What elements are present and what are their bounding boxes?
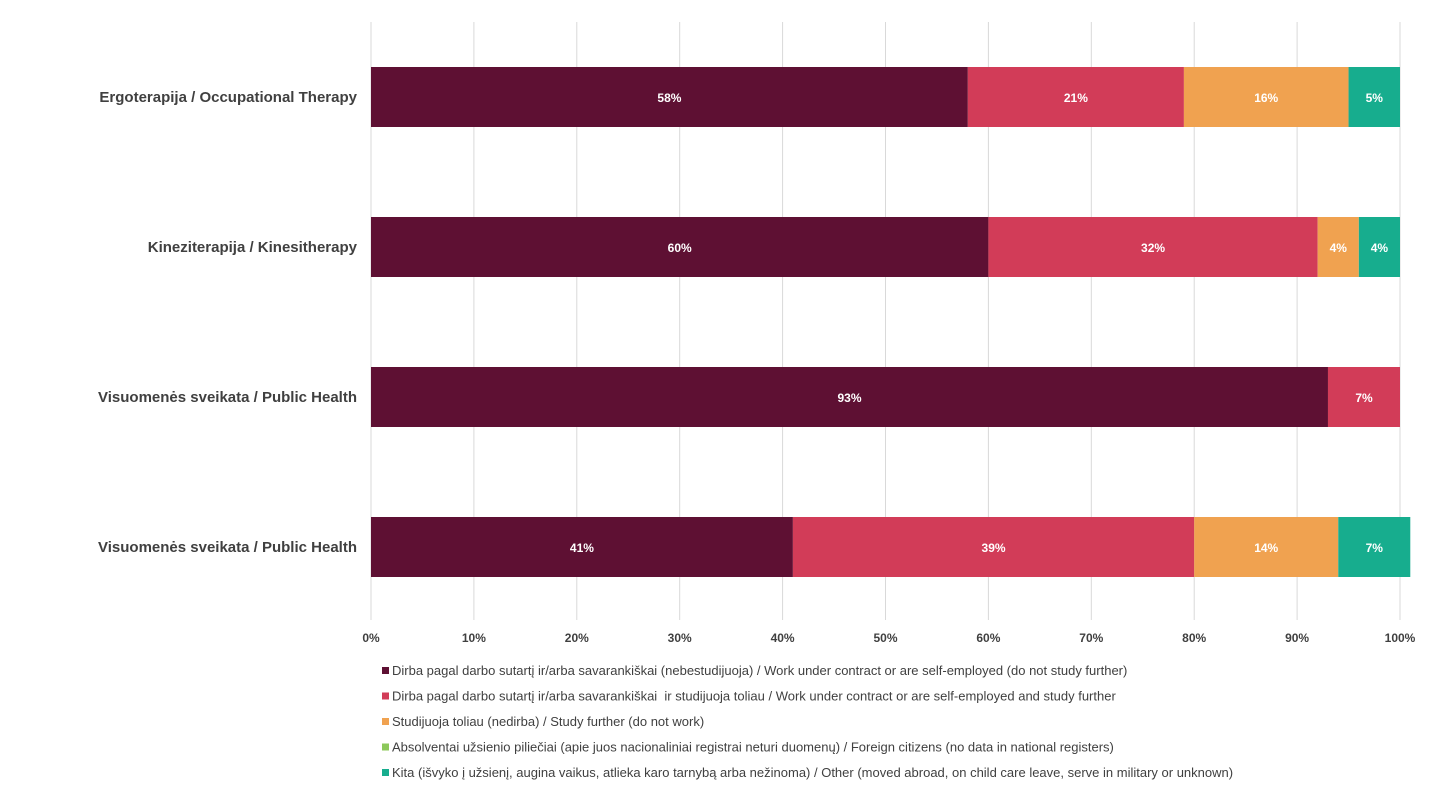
bar-segment	[371, 67, 968, 127]
x-tick-label: 80%	[1182, 631, 1206, 645]
x-tick-label: 30%	[668, 631, 692, 645]
data-label: 14%	[1254, 541, 1278, 555]
data-label: 5%	[1366, 91, 1384, 105]
category-labels: Ergoterapija / Occupational Therapy Kinez…	[98, 89, 358, 556]
bar-segment	[792, 517, 1195, 577]
legend: Dirba pagal darbo sutartį ir/arba savara…	[382, 663, 1233, 780]
data-label: 16%	[1254, 91, 1278, 105]
category-label: Visuomenės sveikata / Public Health	[98, 389, 357, 406]
legend-swatch	[382, 718, 389, 725]
bar-segment	[1327, 367, 1400, 427]
legend-swatch	[382, 667, 389, 674]
data-label: 7%	[1355, 391, 1373, 405]
bar-segment	[1317, 217, 1359, 277]
bars: 58% 21% 16% 5% 60% 32% 4% 4% 93% 7% 41% 39% 14% 7%	[371, 67, 1411, 577]
x-tick-label: 90%	[1285, 631, 1309, 645]
x-tick-label: 60%	[976, 631, 1000, 645]
data-label: 4%	[1371, 241, 1389, 255]
bar-segment	[371, 367, 1328, 427]
data-label: 58%	[657, 91, 681, 105]
bar-segment	[371, 517, 793, 577]
bar-segment	[988, 217, 1318, 277]
data-label: 41%	[570, 541, 594, 555]
bar-segment	[1348, 67, 1400, 127]
category-label: Ergoterapija / Occupational Therapy	[99, 89, 357, 106]
data-label: 32%	[1141, 241, 1165, 255]
x-tick-label: 100%	[1385, 631, 1416, 645]
x-tick-label: 70%	[1079, 631, 1103, 645]
bar-segment	[1194, 517, 1339, 577]
data-label: 39%	[982, 541, 1006, 555]
legend-entry: Studijuoja toliau (nedirba) / Study furt…	[392, 714, 704, 729]
data-label: 60%	[668, 241, 692, 255]
legend-entry: Dirba pagal darbo sutartį ir/arba savara…	[392, 663, 1127, 678]
data-label: 93%	[837, 391, 861, 405]
x-tick-label: 50%	[873, 631, 897, 645]
x-tick-label: 0%	[362, 631, 380, 645]
bar-segment	[1358, 217, 1400, 277]
legend-swatch	[382, 769, 389, 776]
x-tick-label: 40%	[771, 631, 795, 645]
data-label: 4%	[1330, 241, 1348, 255]
x-tick-label: 20%	[565, 631, 589, 645]
legend-entry: Absolventai užsienio piliečiai (apie juo…	[392, 740, 1114, 755]
legend-swatch	[382, 743, 389, 751]
data-label: 21%	[1064, 91, 1088, 105]
category-label: Kineziterapija / Kinesitherapy	[148, 239, 358, 256]
bar-segment	[1338, 517, 1411, 577]
data-label: 7%	[1366, 541, 1384, 555]
bar-segment	[1183, 67, 1349, 127]
bar-segment	[967, 67, 1184, 127]
x-axis-ticks: 0% 10% 20% 30% 40% 50% 60% 70% 80% 90% 100%	[362, 631, 1415, 645]
category-label: Visuomenės sveikata / Public Health	[98, 539, 357, 556]
legend-entry: Kita (išvyko į užsienį, augina vaikus, a…	[392, 765, 1233, 780]
x-tick-label: 10%	[462, 631, 486, 645]
bar-segment	[371, 217, 989, 277]
legend-swatch	[382, 692, 389, 700]
legend-entry: Dirba pagal darbo sutartį ir/arba savara…	[392, 689, 1116, 704]
